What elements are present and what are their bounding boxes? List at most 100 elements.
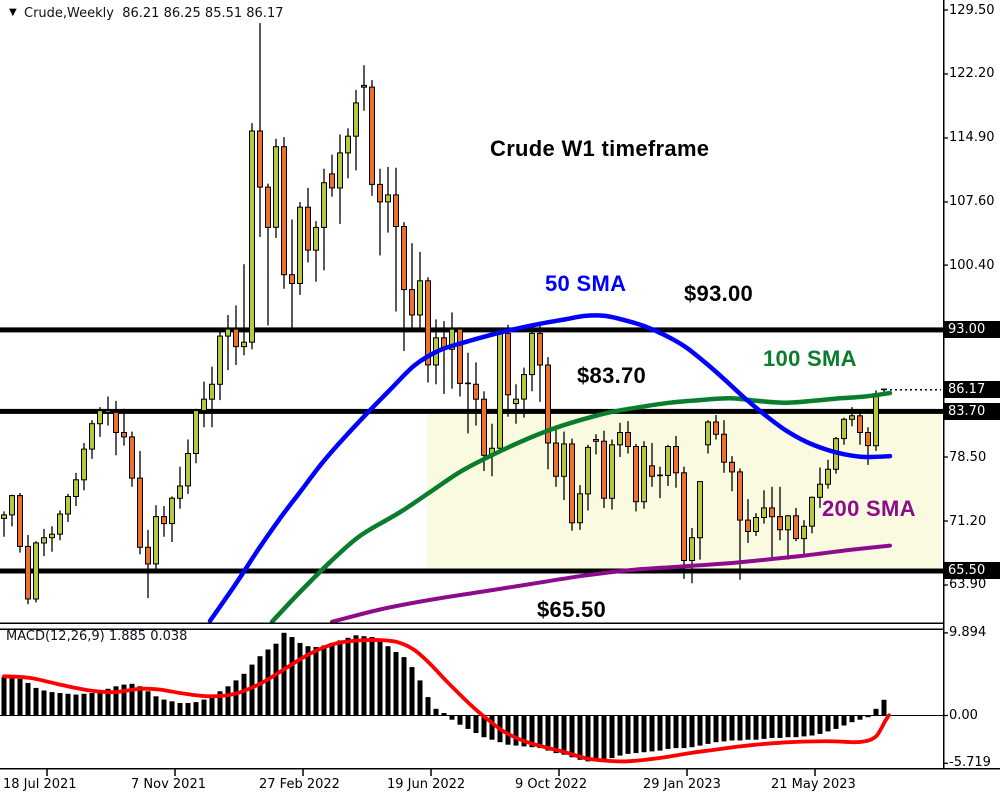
macd-histogram-bar [377, 641, 383, 716]
price-axis-line[interactable] [943, 0, 945, 768]
macd-histogram-bar [73, 694, 79, 716]
panel-separator[interactable] [0, 622, 943, 625]
macd-panel-border [0, 628, 943, 630]
candle-body [697, 481, 703, 539]
candle-body [345, 135, 351, 154]
macd-histogram-bar [697, 715, 703, 746]
macd-histogram-bar [305, 646, 311, 716]
candle-body [529, 332, 535, 376]
macd-histogram-bar [289, 637, 295, 716]
macd-histogram-bar [521, 715, 527, 747]
candle-body [241, 341, 247, 348]
macd-histogram-bar [265, 649, 271, 716]
macd-histogram-bar [145, 691, 151, 716]
candle-body [9, 495, 15, 516]
candle-body [513, 398, 519, 405]
macd-histogram-bar [273, 643, 279, 716]
macd-histogram-bar [721, 715, 727, 742]
candle-body [361, 84, 367, 88]
candle-body [753, 517, 759, 532]
macd-histogram-bar [17, 678, 23, 716]
candle-body [849, 415, 855, 420]
macd-histogram-bar [857, 715, 863, 720]
macd-histogram-bar [777, 715, 783, 738]
candle-body [73, 479, 79, 497]
date-label: 9 Oct 2022 [515, 777, 588, 792]
candle-body [857, 415, 863, 433]
macd-histogram-bar [25, 682, 31, 716]
macd-histogram-bar [673, 715, 679, 749]
macd-histogram-bar [385, 646, 391, 716]
symbol-dropdown-icon[interactable]: ▼ [9, 7, 17, 18]
candle-body [681, 472, 687, 561]
candle-body [641, 446, 647, 503]
candle-body [401, 226, 407, 291]
macd-histogram-bar [793, 715, 799, 738]
candle-body [313, 226, 319, 251]
macd-histogram-bar [353, 635, 359, 716]
price-label: 114.90 [949, 130, 995, 146]
candle-body [217, 335, 223, 385]
macd-histogram-bar [321, 645, 327, 716]
macd-histogram-bar [657, 715, 663, 751]
macd-indicator-label: MACD(12,26,9) 1.885 0.038 [6, 629, 188, 644]
macd-histogram-bar [1, 677, 7, 716]
macd-histogram-bar [873, 708, 879, 716]
candle-body [145, 546, 151, 565]
macd-histogram-bar [481, 715, 487, 738]
candle-body [353, 102, 359, 137]
candle-body [521, 374, 527, 400]
sma-100-line[interactable] [269, 390, 893, 625]
time-axis-line[interactable] [0, 768, 1000, 770]
candle-body [65, 496, 71, 515]
macd-histogram-bar [129, 683, 135, 716]
candle-body [745, 519, 751, 532]
annotation-50-sma: 50 SMA [545, 271, 627, 296]
macd-histogram-bar [401, 657, 407, 716]
macd-histogram-bar [825, 715, 831, 732]
candle-body [713, 421, 719, 435]
candle-body [129, 436, 135, 479]
annotation-level-65: $65.50 [537, 597, 607, 622]
candle-body [553, 442, 559, 477]
macd-histogram-bar [225, 686, 231, 716]
macd-histogram-bar [769, 715, 775, 738]
macd-histogram-bar [41, 690, 47, 716]
macd-histogram-bar [65, 693, 71, 716]
candle-body [209, 383, 215, 400]
macd-histogram-bar [449, 715, 455, 720]
macd-histogram-bar [529, 715, 535, 748]
candle-body [649, 465, 655, 477]
macd-histogram-bar [841, 715, 847, 726]
candle-body [321, 182, 327, 228]
candle-body [105, 410, 111, 413]
level-line[interactable] [0, 408, 943, 414]
macd-histogram-bar [361, 636, 367, 716]
candle-body [265, 186, 271, 228]
candle-body [561, 443, 567, 477]
candle-body [225, 328, 231, 337]
price-label: 100.40 [949, 257, 995, 273]
candle-body [409, 289, 415, 316]
macd-signal-line[interactable] [2, 638, 891, 764]
macd-histogram-bar [729, 715, 735, 741]
candle-body [1, 514, 7, 519]
macd-histogram-bar [689, 715, 695, 748]
level-line[interactable] [0, 327, 943, 333]
candle-body [121, 432, 127, 438]
macd-scale-label: 0.00 [949, 707, 978, 723]
macd-histogram-bar [89, 693, 95, 716]
macd-histogram-bar [601, 715, 607, 760]
sma-200-line[interactable] [330, 543, 892, 624]
macd-histogram-bar [561, 715, 567, 755]
price-label: 129.50 [949, 2, 995, 18]
level-line[interactable] [0, 568, 943, 574]
candle-body [545, 364, 551, 444]
sma-50-line[interactable] [207, 313, 893, 624]
candle-body [673, 446, 679, 474]
price-label-highlighted: 93.00 [944, 321, 1000, 339]
macd-histogram-bar [457, 715, 463, 725]
candle-body [689, 537, 695, 562]
macd-histogram-bar [585, 715, 591, 762]
